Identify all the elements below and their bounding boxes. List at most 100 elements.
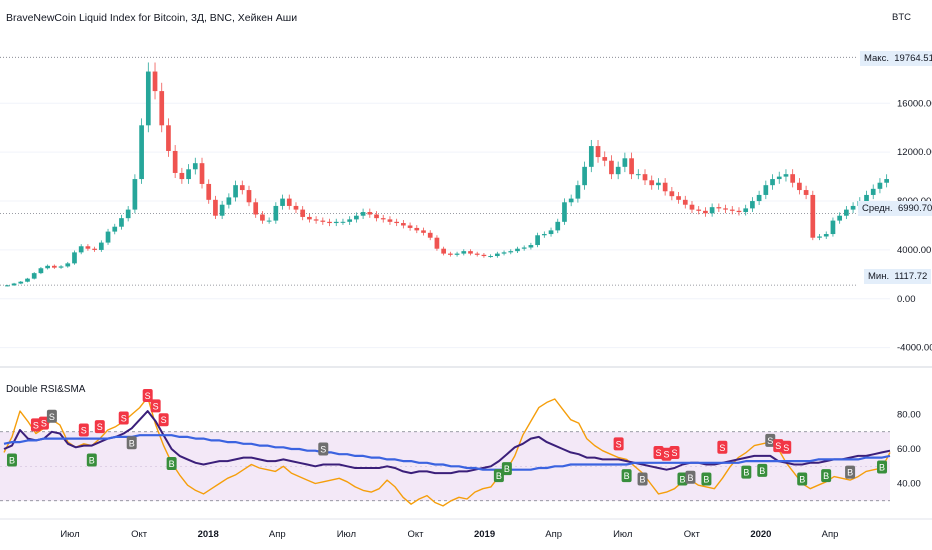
signal-label: B: [679, 475, 685, 485]
price-tick-label: 12000.00: [897, 147, 932, 158]
candle-body: [307, 216, 312, 220]
buy-signal: B: [501, 462, 512, 476]
signal-label: B: [703, 475, 709, 485]
candle-body: [528, 245, 534, 248]
candle-body: [280, 198, 285, 206]
candle-body: [45, 265, 50, 269]
candle-body: [736, 210, 742, 213]
signal-label: S: [121, 413, 127, 423]
candle-body: [669, 191, 675, 197]
candle-body: [414, 227, 420, 231]
signal-label: B: [799, 475, 805, 485]
signal-box: [677, 472, 688, 486]
signal-box: [821, 469, 832, 483]
avg-label: Средн.: [862, 203, 893, 214]
candle-body: [441, 248, 446, 254]
signal-box: [797, 472, 808, 486]
candle-body: [179, 172, 185, 180]
sell-signal: S: [717, 440, 728, 454]
candle-body: [105, 231, 111, 243]
sell-signal: S: [142, 389, 153, 403]
signal-box: [621, 469, 632, 483]
candle-body: [562, 202, 567, 222]
signal-label: B: [504, 464, 510, 474]
candle-body: [548, 230, 554, 235]
sell-signal: S: [158, 413, 169, 427]
candle-body: [884, 179, 889, 183]
candle-body: [454, 253, 460, 255]
candle-body: [347, 219, 353, 222]
rsi-slow-line: [3, 410, 891, 475]
indicator-band: [0, 431, 890, 502]
time-tick-label: Окт: [407, 529, 424, 540]
avg-price-tag: Средн. 6990.70: [858, 201, 932, 216]
candle-body: [374, 214, 379, 219]
time-tick-label: 2018: [198, 529, 219, 540]
candle-body: [119, 218, 124, 227]
avg-value: 6990.70: [897, 203, 932, 214]
candle-body: [192, 163, 198, 170]
candle-body: [427, 232, 433, 238]
candle-body: [783, 174, 789, 177]
signal-label: B: [9, 456, 15, 466]
grid-lines: [0, 56, 932, 520]
signal-box: [94, 420, 105, 434]
candle-body: [763, 185, 769, 195]
signal-box: [701, 472, 712, 486]
buy-signal: B: [845, 465, 856, 479]
candle-body: [421, 230, 426, 233]
candle-body: [635, 174, 641, 176]
signal-label: S: [81, 426, 87, 436]
candle-body: [864, 194, 869, 202]
price-candles: [5, 62, 889, 287]
candle-body: [25, 278, 30, 282]
candle-body: [837, 215, 843, 221]
buy-signal: B: [757, 463, 768, 477]
sma-line: [3, 434, 891, 471]
candle-body: [689, 204, 695, 210]
candle-body: [515, 248, 520, 252]
candle-body: [125, 209, 131, 219]
price-tick-label: 16000.00: [897, 98, 932, 109]
price-tick-label: 4000.00: [897, 245, 931, 256]
signal-label: B: [89, 456, 95, 466]
candle-body: [300, 209, 306, 217]
signal-label: B: [640, 475, 646, 485]
candle-body: [595, 146, 601, 158]
sell-signal: S: [94, 420, 105, 434]
candle-body: [139, 125, 144, 180]
signal-label: S: [33, 420, 39, 430]
candle-body: [609, 160, 614, 175]
time-tick-label: Окт: [684, 529, 701, 540]
signal-box: [845, 465, 856, 479]
candle-body: [65, 263, 71, 267]
candle-body: [233, 185, 238, 198]
signal-box: [150, 399, 161, 413]
candle-body: [494, 253, 500, 257]
candle-body: [380, 218, 386, 220]
max-label: Макс.: [864, 53, 889, 64]
signal-box: [86, 453, 97, 467]
candle-body: [213, 199, 218, 216]
signal-label: S: [97, 422, 103, 432]
signal-label: B: [847, 468, 853, 478]
candle-body: [709, 207, 715, 214]
min-value: 1117.72: [894, 271, 928, 282]
buy-signal: B: [166, 457, 177, 470]
candle-body: [622, 158, 628, 167]
candle-body: [588, 146, 594, 167]
signal-box: [46, 409, 57, 423]
sell-signal: S: [773, 439, 784, 453]
candle-body: [394, 221, 400, 224]
candle-body: [703, 210, 708, 214]
sell-signal: S: [46, 409, 57, 423]
sell-signal: S: [30, 418, 41, 432]
candle-body: [488, 256, 493, 258]
candle-body: [448, 253, 453, 255]
candle-body: [152, 71, 158, 92]
signal-box: [877, 460, 888, 474]
signal-label: S: [49, 412, 55, 422]
signal-box: [765, 433, 776, 447]
sell-signal: S: [38, 416, 49, 430]
price-tick-label: -4000.00: [897, 343, 932, 354]
